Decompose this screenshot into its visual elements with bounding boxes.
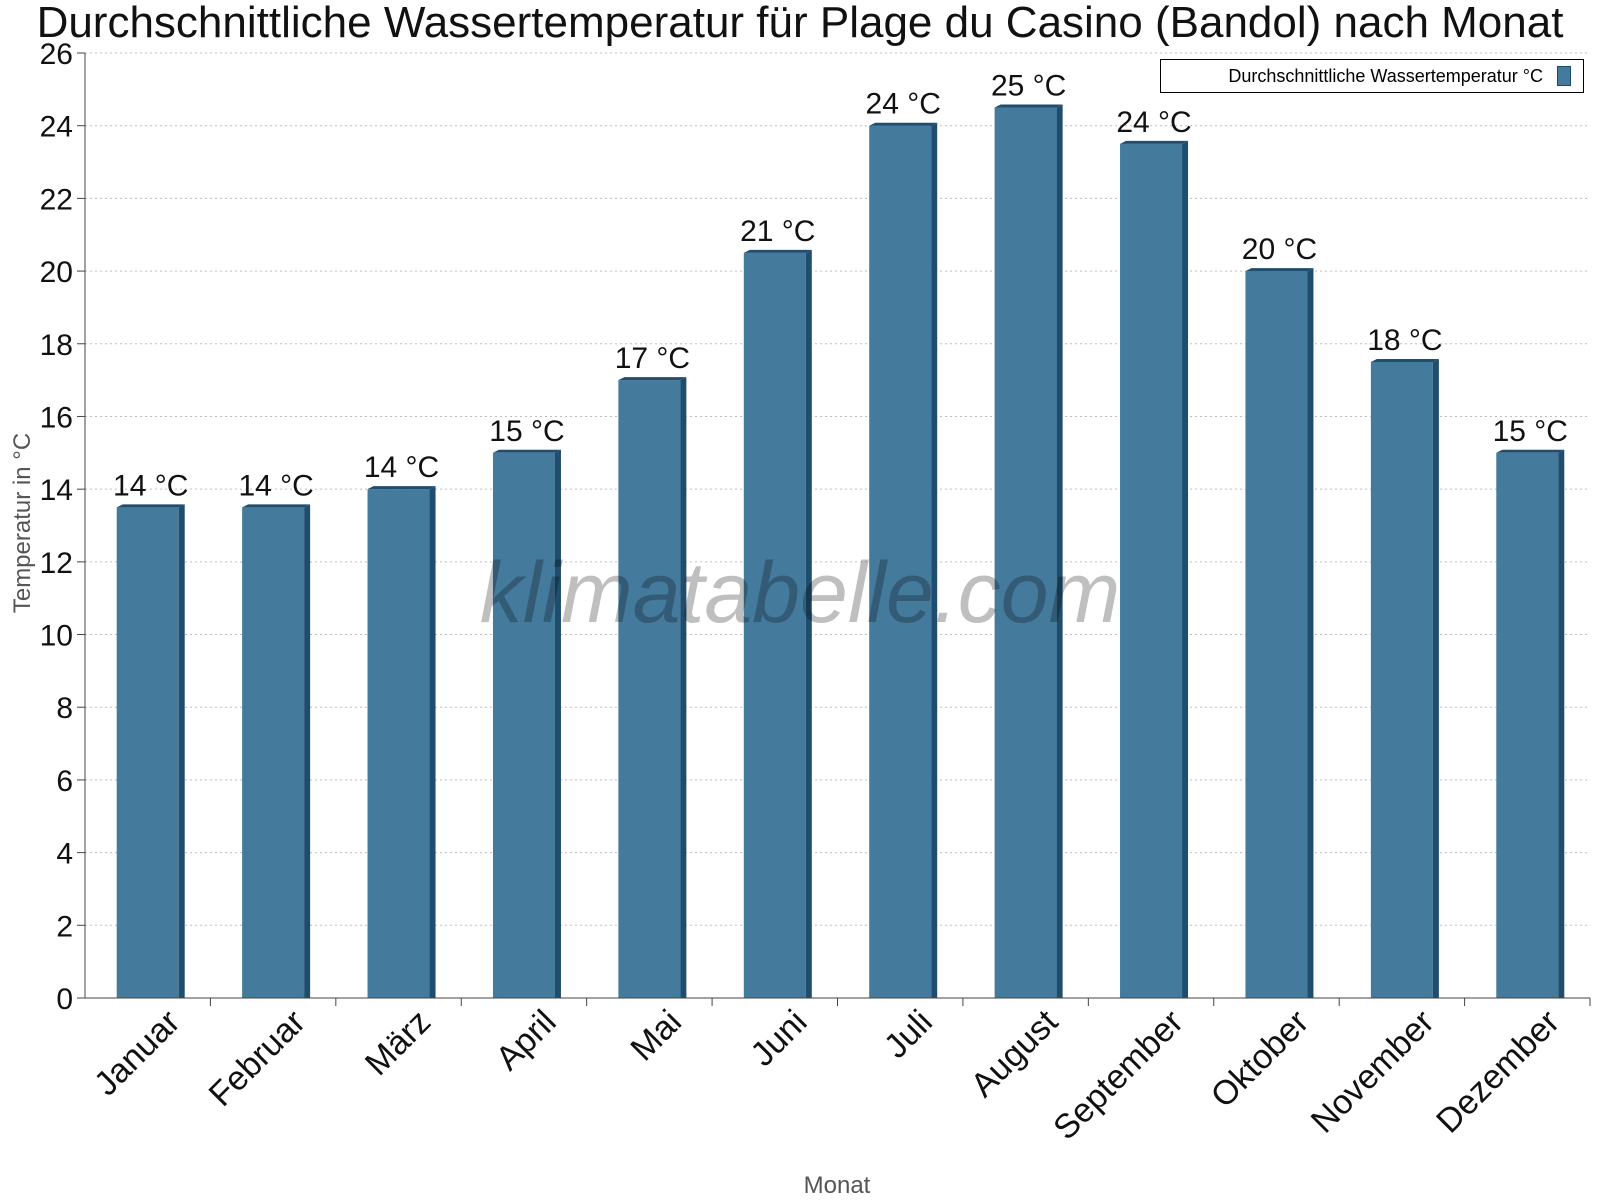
y-tick-label: 18 xyxy=(40,329,73,362)
bar xyxy=(492,452,555,998)
bar-top xyxy=(242,504,311,508)
y-tick-label: 22 xyxy=(40,183,73,216)
y-tick-label: 4 xyxy=(56,838,73,871)
bar-value-label: 15 °C xyxy=(1493,415,1568,448)
grid-lines xyxy=(85,52,1590,926)
y-axis-label: Temperatur in °C xyxy=(9,433,36,613)
bar-value-label: 15 °C xyxy=(489,415,564,448)
x-tick-label: April xyxy=(489,1003,564,1078)
bar xyxy=(994,107,1057,999)
y-tick-label: 12 xyxy=(40,547,73,580)
y-tick-label: 6 xyxy=(56,765,73,798)
x-tick-label: September xyxy=(1046,1003,1190,1147)
watermark: klimatabelle.com xyxy=(480,545,1120,641)
bar-value-label: 14 °C xyxy=(113,469,188,502)
bar-top xyxy=(367,486,436,490)
bar xyxy=(1120,143,1183,999)
bar-top xyxy=(743,249,812,253)
x-tick-label: Dezember xyxy=(1429,1003,1567,1141)
bar-top xyxy=(116,504,185,508)
bar xyxy=(869,125,932,998)
bar-side xyxy=(1432,358,1439,998)
y-tick-label: 8 xyxy=(56,692,73,725)
y-tick-label: 10 xyxy=(40,620,73,653)
bar-side xyxy=(805,249,812,999)
legend: Durchschnittliche Wassertemperatur °C xyxy=(1160,59,1584,93)
bar-side xyxy=(554,449,561,998)
bar xyxy=(1496,452,1559,998)
bar-value-label: 17 °C xyxy=(615,342,690,375)
bar xyxy=(242,507,305,998)
y-tick-label: 20 xyxy=(40,256,73,289)
x-tick-label: Februar xyxy=(202,1003,313,1114)
x-axis-label: Monat xyxy=(804,1172,871,1199)
y-tick-label: 14 xyxy=(40,474,73,507)
y-tick-label: 26 xyxy=(40,38,73,71)
x-tick-label: Mai xyxy=(623,1003,689,1069)
chart-title: Durchschnittliche Wassertemperatur für P… xyxy=(36,0,1564,46)
x-tick-label: März xyxy=(358,1003,438,1083)
bar-value-label: 24 °C xyxy=(1116,106,1191,139)
bar-top xyxy=(1370,358,1439,362)
x-tick-label: Juni xyxy=(743,1003,814,1074)
bar xyxy=(116,507,179,998)
legend-label: Durchschnittliche Wassertemperatur °C xyxy=(1228,65,1543,86)
bar xyxy=(1370,361,1433,998)
bar-top xyxy=(1496,449,1565,453)
y-tick-label: 0 xyxy=(56,983,73,1016)
bar-side xyxy=(931,122,938,998)
bar-top xyxy=(1120,140,1189,144)
bar-value-label: 21 °C xyxy=(740,215,815,248)
bar-top xyxy=(994,104,1063,108)
x-tick-label: Januar xyxy=(87,1003,187,1103)
legend-swatch xyxy=(1557,66,1571,86)
bar-side xyxy=(304,504,311,998)
bar-side xyxy=(429,486,436,998)
y-tick-label: 2 xyxy=(56,910,73,943)
bar-side xyxy=(1056,104,1063,999)
bar-top xyxy=(618,377,687,381)
x-tick-label: Oktober xyxy=(1204,1003,1316,1115)
bar-value-label: 24 °C xyxy=(866,88,941,121)
bar-top xyxy=(1245,268,1314,272)
bar-top xyxy=(492,449,561,453)
bar-side xyxy=(1558,449,1565,998)
bar xyxy=(618,380,681,999)
bar-side xyxy=(1307,268,1314,999)
bar-value-label: 18 °C xyxy=(1367,324,1442,357)
bar-value-label: 25 °C xyxy=(991,70,1066,103)
bars xyxy=(116,104,1565,999)
x-tick-label: Juli xyxy=(877,1003,940,1066)
bar-top xyxy=(869,122,938,126)
x-tick-label: August xyxy=(964,1002,1066,1104)
y-tick-label: 24 xyxy=(40,111,73,144)
bar-value-label: 14 °C xyxy=(238,469,313,502)
bar-side xyxy=(1182,140,1189,999)
bar-value-label: 20 °C xyxy=(1242,233,1317,266)
y-tick-label: 16 xyxy=(40,401,73,434)
bar xyxy=(367,489,430,998)
bar-side xyxy=(680,377,687,999)
bar-value-labels: 14 °C 14 °C 14 °C 15 °C 17 °C 21 °C 24 °C 25 °C… xyxy=(113,70,1568,503)
bar-side xyxy=(178,504,185,998)
x-tick-label: November xyxy=(1304,1003,1442,1141)
bar xyxy=(743,252,806,999)
bar xyxy=(1245,271,1308,999)
bar-value-label: 14 °C xyxy=(364,451,439,484)
